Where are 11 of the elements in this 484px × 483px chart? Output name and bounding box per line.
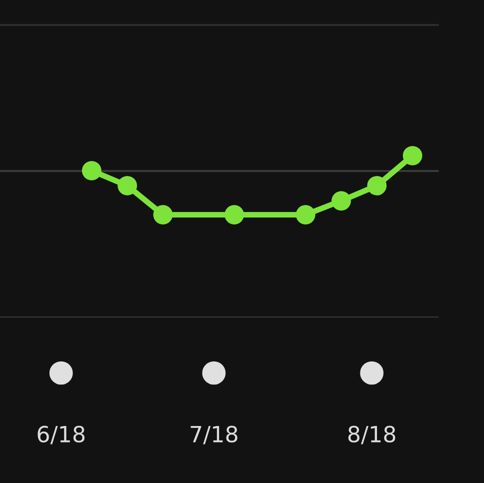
point xyxy=(82,160,102,180)
point xyxy=(118,176,138,196)
point xyxy=(153,204,173,224)
x-tick-label: 8/18 xyxy=(348,426,396,444)
point xyxy=(296,204,316,224)
x-tick-label: 7/18 xyxy=(190,426,238,444)
point xyxy=(402,146,422,166)
x-tick-label: 6/18 xyxy=(38,426,85,444)
point xyxy=(224,204,244,224)
point xyxy=(367,176,387,196)
point xyxy=(332,191,351,211)
